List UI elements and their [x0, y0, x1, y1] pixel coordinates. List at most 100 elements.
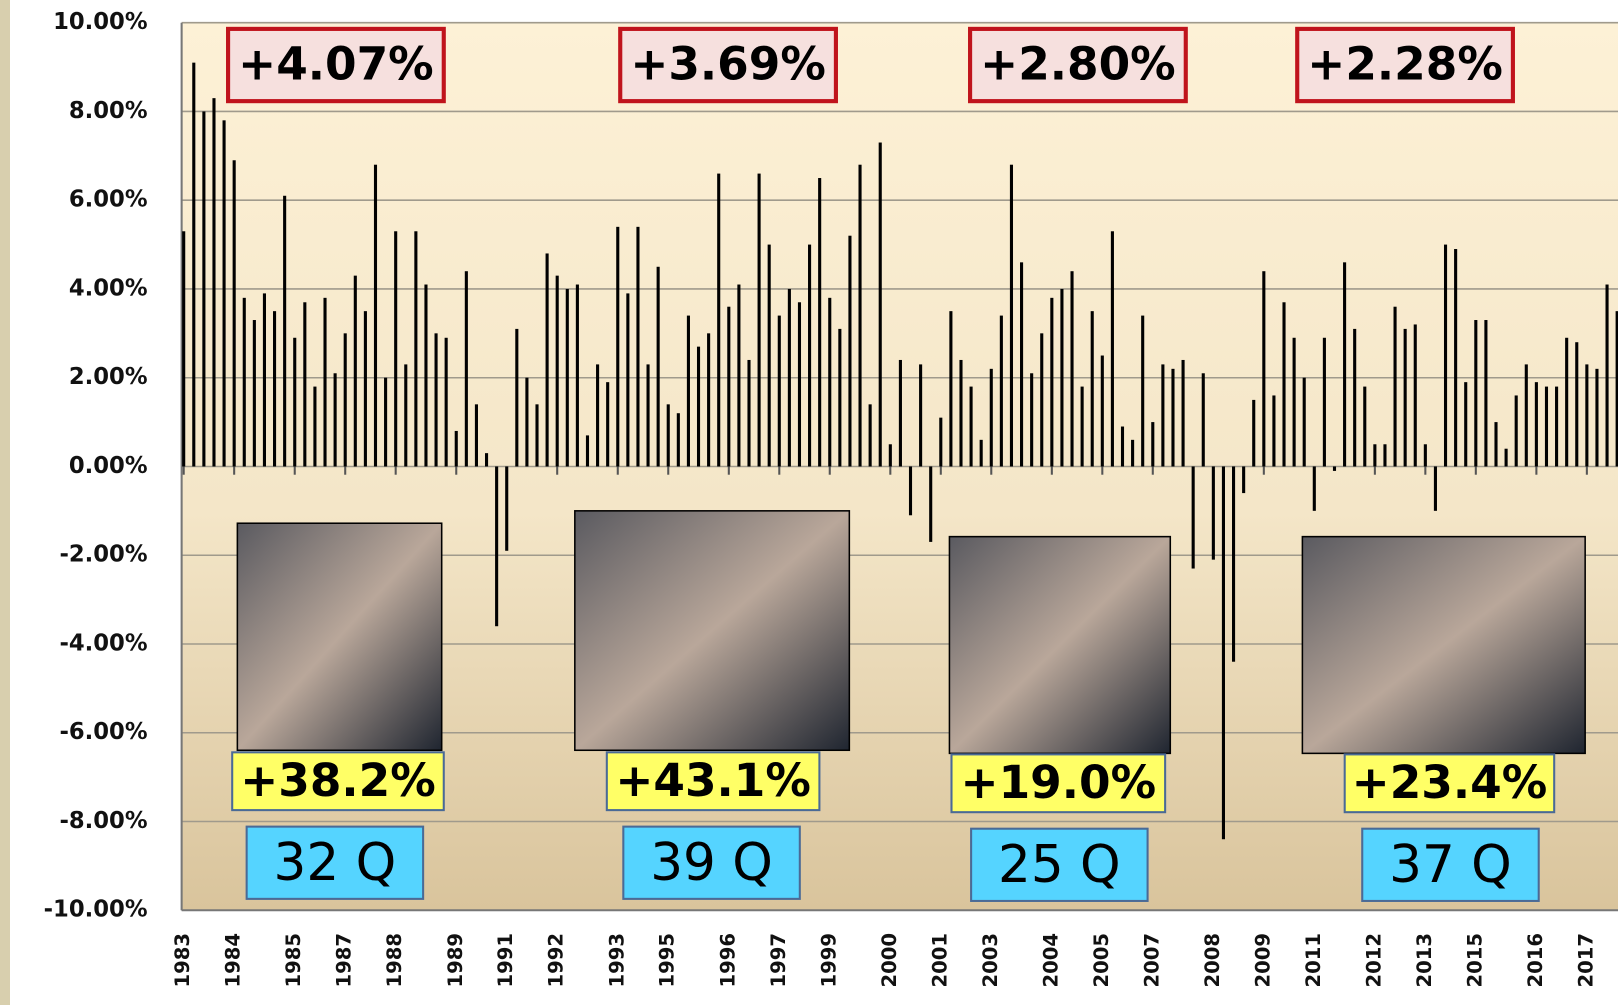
bar — [384, 377, 388, 467]
bar — [1605, 284, 1609, 467]
bar — [787, 288, 791, 467]
bar — [1565, 337, 1569, 467]
bar — [1373, 444, 1377, 467]
bar — [394, 231, 398, 467]
bar — [293, 337, 297, 467]
bar — [808, 244, 812, 467]
bar — [1070, 271, 1074, 467]
x-tick-label: 2011 — [1302, 933, 1325, 988]
average-box — [618, 26, 838, 104]
bar — [414, 231, 418, 467]
bar — [1343, 262, 1347, 467]
x-tick-label: 1993 — [605, 933, 628, 988]
bar — [929, 466, 933, 542]
total-box — [1343, 753, 1556, 814]
bar — [1534, 382, 1538, 467]
bar — [1262, 271, 1266, 467]
bar — [1090, 311, 1094, 467]
bar — [606, 382, 610, 467]
x-tick-label: 2005 — [1090, 933, 1113, 988]
bar — [1252, 399, 1256, 467]
bar — [1151, 422, 1155, 467]
bar — [656, 266, 660, 467]
x-tick-label: 1997 — [767, 933, 790, 988]
bar — [747, 359, 751, 467]
bar — [1464, 382, 1468, 467]
bar — [1060, 288, 1064, 467]
bar — [1020, 262, 1024, 467]
x-tick-label: 1992 — [545, 933, 568, 988]
total-label: +43.1% — [615, 754, 811, 807]
bar — [898, 359, 902, 467]
x-tick-label: 1985 — [282, 933, 305, 988]
x-tick-label: 2016 — [1524, 933, 1547, 988]
x-tick-label: 1999 — [817, 933, 840, 988]
quarters-box — [970, 827, 1149, 902]
total-label: +38.2% — [240, 754, 436, 807]
y-tick-label: 6.00% — [69, 187, 148, 213]
x-tick-label: 1991 — [494, 933, 517, 988]
bar — [1353, 328, 1357, 467]
bar — [999, 315, 1003, 467]
bar — [717, 173, 721, 467]
x-tick-label: 1989 — [444, 933, 467, 988]
bar — [454, 430, 458, 467]
bar — [959, 359, 963, 467]
bar — [1191, 466, 1195, 569]
bar — [616, 226, 620, 467]
bar — [1322, 337, 1326, 467]
bar — [828, 297, 832, 467]
x-tick-label: 2017 — [1574, 933, 1597, 988]
quarters-box — [245, 825, 425, 900]
bar — [303, 302, 307, 467]
x-tick-label: 2001 — [928, 933, 951, 988]
y-tick-label: 10.00% — [53, 9, 148, 35]
bar — [949, 311, 953, 467]
x-tick-label: 2004 — [1039, 933, 1062, 988]
bar — [727, 306, 731, 467]
bar — [434, 333, 438, 467]
bar — [474, 404, 478, 467]
bar — [404, 364, 408, 467]
side-strip — [0, 0, 10, 1005]
bar — [1413, 324, 1417, 467]
bar — [1171, 368, 1175, 467]
bar — [969, 386, 973, 467]
bar — [313, 386, 317, 467]
x-tick-label: 2007 — [1140, 933, 1163, 988]
bar — [1454, 249, 1458, 467]
quarters-box — [622, 825, 801, 900]
bar — [1272, 395, 1276, 467]
bar — [505, 466, 509, 551]
bar — [646, 364, 650, 467]
bar — [636, 226, 640, 467]
bar — [818, 178, 822, 467]
bar — [484, 453, 489, 467]
quarters-label: 37 Q — [1389, 835, 1512, 895]
bar — [888, 444, 892, 467]
quarters-label: 25 Q — [998, 835, 1121, 895]
bar — [858, 164, 862, 467]
bar — [1332, 466, 1337, 471]
president-photo — [236, 522, 443, 752]
bar — [1040, 333, 1044, 467]
total-label: +19.0% — [961, 756, 1157, 809]
quarters-label: 32 Q — [274, 833, 397, 893]
bar — [202, 111, 206, 467]
bar — [1080, 386, 1084, 467]
quarters-label: 39 Q — [650, 833, 773, 893]
bar — [1443, 244, 1448, 467]
bar — [767, 244, 771, 467]
x-tick-label: 1984 — [222, 933, 245, 988]
bar — [1211, 466, 1215, 560]
bar — [757, 173, 761, 467]
x-tick-label: 1995 — [656, 933, 679, 988]
bar — [192, 62, 196, 467]
bar — [273, 311, 277, 467]
bar — [1585, 364, 1589, 467]
bar — [908, 466, 913, 516]
total-box — [950, 753, 1167, 814]
bar — [515, 328, 519, 467]
bar — [212, 98, 216, 467]
bar — [232, 160, 236, 467]
